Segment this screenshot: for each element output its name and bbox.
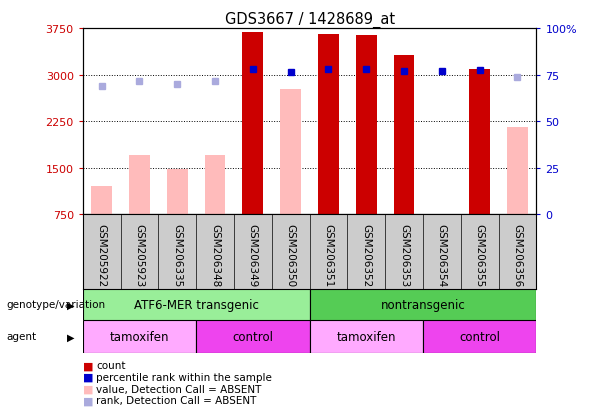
Text: count: count bbox=[96, 361, 126, 370]
Text: value, Detection Call = ABSENT: value, Detection Call = ABSENT bbox=[96, 384, 262, 394]
Text: GSM206351: GSM206351 bbox=[324, 224, 333, 287]
Text: percentile rank within the sample: percentile rank within the sample bbox=[96, 372, 272, 382]
Bar bbox=[356, 36, 376, 215]
Text: rank, Detection Call = ABSENT: rank, Detection Call = ABSENT bbox=[96, 395, 257, 405]
Text: nontransgenic: nontransgenic bbox=[381, 298, 465, 311]
Text: genotype/variation: genotype/variation bbox=[6, 299, 105, 310]
Text: GSM205923: GSM205923 bbox=[134, 224, 145, 287]
Bar bbox=[310, 320, 423, 353]
Text: GSM206352: GSM206352 bbox=[361, 224, 371, 287]
Text: GSM206348: GSM206348 bbox=[210, 224, 220, 287]
Bar bbox=[129, 156, 150, 215]
Text: ■: ■ bbox=[83, 372, 93, 382]
Bar bbox=[83, 289, 310, 320]
Bar bbox=[507, 127, 528, 215]
Text: tamoxifen: tamoxifen bbox=[110, 330, 169, 343]
Bar bbox=[196, 320, 310, 353]
Bar bbox=[310, 289, 536, 320]
Text: ▶: ▶ bbox=[67, 332, 75, 342]
Text: GSM206349: GSM206349 bbox=[248, 224, 258, 287]
Text: GSM206350: GSM206350 bbox=[286, 224, 295, 287]
Bar bbox=[167, 169, 188, 215]
Text: agent: agent bbox=[6, 332, 36, 342]
Text: ■: ■ bbox=[83, 395, 93, 405]
Text: ▶: ▶ bbox=[67, 299, 75, 310]
Bar bbox=[470, 70, 490, 215]
Text: GSM206353: GSM206353 bbox=[399, 224, 409, 287]
Bar bbox=[91, 187, 112, 215]
Bar bbox=[318, 35, 339, 215]
Bar bbox=[423, 320, 536, 353]
Text: control: control bbox=[459, 330, 500, 343]
Text: GSM206355: GSM206355 bbox=[474, 224, 485, 287]
Text: GSM205922: GSM205922 bbox=[97, 224, 107, 287]
Bar bbox=[83, 320, 196, 353]
Text: control: control bbox=[232, 330, 273, 343]
Bar bbox=[243, 33, 263, 215]
Text: GSM206335: GSM206335 bbox=[172, 224, 182, 287]
Text: ■: ■ bbox=[83, 384, 93, 394]
Text: ■: ■ bbox=[83, 361, 93, 370]
Bar bbox=[205, 156, 226, 215]
Text: tamoxifen: tamoxifen bbox=[337, 330, 396, 343]
Bar bbox=[280, 90, 301, 215]
Bar bbox=[394, 56, 414, 215]
Text: GSM206356: GSM206356 bbox=[512, 224, 522, 287]
Text: GSM206354: GSM206354 bbox=[437, 224, 447, 287]
Text: ATF6-MER transgenic: ATF6-MER transgenic bbox=[134, 298, 259, 311]
Title: GDS3667 / 1428689_at: GDS3667 / 1428689_at bbox=[224, 12, 395, 28]
